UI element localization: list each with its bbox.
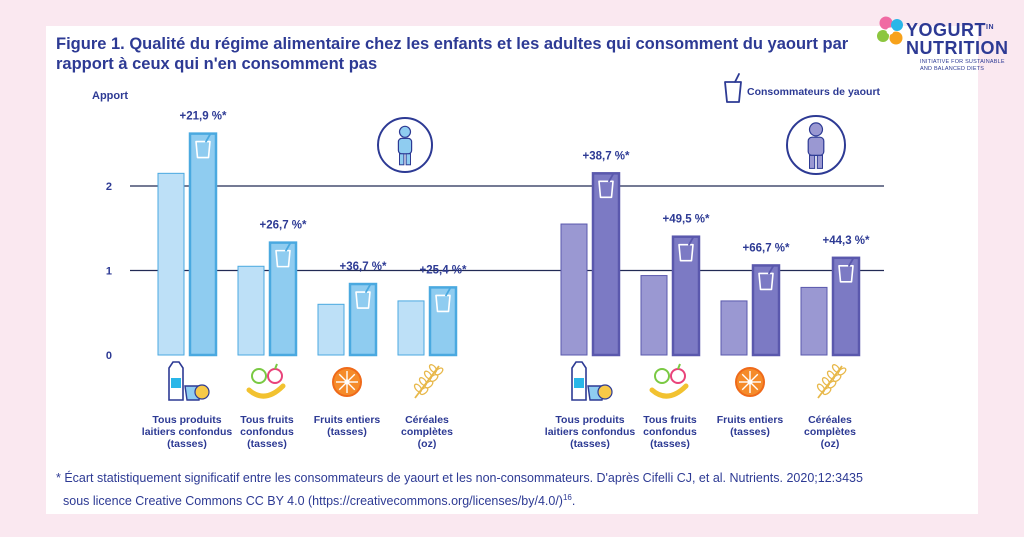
wheat-icon (816, 364, 847, 399)
bar-yogurt-consumer (188, 132, 218, 357)
dairy-icon (571, 361, 613, 401)
y-axis-label: Apport (92, 90, 128, 102)
category-label: (tasses) (167, 438, 207, 450)
yogurt-cup-icon (355, 284, 371, 309)
flower-logo-icon (877, 16, 903, 45)
wheat-icon (413, 364, 444, 399)
bar-yogurt-consumer (428, 286, 458, 357)
bar-yogurt-consumer (591, 172, 621, 357)
yogurt-cup-icon (435, 287, 451, 313)
category-label: Tous fruits (643, 414, 697, 426)
bar-non-consumer (237, 265, 265, 356)
bar-non-consumer (640, 275, 668, 356)
yogurt-cup-icon (195, 133, 211, 159)
category-label: Tous produits (555, 414, 624, 426)
yogurt-cup-icon (275, 242, 291, 268)
difference-label: +44,3 %* (823, 235, 871, 247)
category-label: Fruits entiers (314, 414, 381, 426)
child-icon (377, 117, 433, 173)
bar-yogurt-consumer (671, 235, 701, 357)
category-label: (oz) (821, 438, 840, 450)
bar-yogurt-consumer (831, 256, 861, 357)
legend: Consommateurs de yaourt (724, 73, 881, 103)
category-label: Céréales (808, 414, 852, 426)
figure-title: Figure 1. Qualité du régime alimentaire … (56, 35, 849, 73)
category-icons (168, 361, 847, 401)
logo-tagline-2: AND BALANCED DIETS (920, 66, 985, 72)
yogurt-cup-icon (598, 173, 614, 199)
bar-yogurt-consumer (751, 264, 781, 357)
category-label: complètes (804, 426, 856, 438)
orange-icon (332, 367, 362, 397)
category-label: (tasses) (730, 426, 770, 438)
category-label: confondus (240, 426, 294, 438)
category-label: laitiers confondus (545, 426, 636, 438)
bar-non-consumer (800, 286, 828, 356)
bar-non-consumer (397, 300, 425, 356)
difference-label: +38,7 %* (583, 150, 631, 162)
footnote: * Écart statistiquement significatif ent… (56, 468, 976, 511)
legend-label: Consommateurs de yaourt (747, 86, 881, 98)
category-label: (tasses) (570, 438, 610, 450)
difference-label: +25,4 %* (420, 264, 468, 276)
logo-brand-line1: YOGURT (906, 20, 987, 40)
y-tick-label: 1 (106, 266, 112, 278)
legend-yogurt-cup-icon (724, 73, 742, 103)
brand-logo: YOGURTIN NUTRITION INITIATIVE FOR SUSTAI… (872, 10, 1022, 90)
difference-label: +66,7 %* (743, 242, 791, 254)
category-label: confondus (643, 426, 697, 438)
category-label: Céréales (405, 414, 449, 426)
difference-labels: +21,9 %* +26,7 %* +36,7 %* +25,4 %* +38,7 %*… (180, 111, 871, 277)
yogurt-cup-icon (678, 236, 694, 262)
y-tick-label: 0 (106, 350, 112, 362)
gridlines (130, 185, 884, 272)
bars (157, 132, 861, 357)
difference-label: +36,7 %* (340, 261, 388, 273)
group-icons (377, 115, 846, 175)
difference-label: +21,9 %* (180, 111, 228, 123)
category-label: (tasses) (327, 426, 367, 438)
bar-yogurt-consumer (268, 241, 298, 357)
bar-non-consumer (157, 172, 185, 356)
bar-yogurt-consumer (348, 282, 378, 357)
dairy-icon (168, 361, 210, 401)
difference-label: +26,7 %* (260, 220, 308, 232)
fruits-icon (649, 363, 689, 399)
orange-icon (735, 367, 765, 397)
category-label: Tous produits (152, 414, 221, 426)
logo-tagline-1: INITIATIVE FOR SUSTAINABLE (920, 59, 1005, 65)
bar-non-consumer (560, 223, 588, 356)
y-tick-label: 2 (106, 181, 112, 193)
bar-non-consumer (720, 300, 748, 356)
difference-label: +49,5 %* (663, 214, 711, 226)
category-label: Fruits entiers (717, 414, 784, 426)
adult-icon (786, 115, 846, 175)
logo-brand-line2: NUTRITION (906, 38, 1009, 58)
category-label: laitiers confondus (142, 426, 233, 438)
yogurt-cup-icon (838, 257, 854, 283)
bar-non-consumer (317, 303, 345, 356)
category-label: (tasses) (247, 438, 287, 450)
footnote-end: . (571, 494, 576, 509)
footnote-line-2: sous licence Creative Commons CC BY 4.0 … (63, 494, 563, 509)
fruits-icon (246, 363, 286, 399)
category-label: complètes (401, 426, 453, 438)
category-label: (tasses) (650, 438, 690, 450)
footnote-line-1: * Écart statistiquement significatif ent… (56, 471, 863, 485)
category-label: (oz) (418, 438, 437, 450)
yogurt-cup-icon (758, 265, 774, 291)
y-axis-ticks: 0 1 2 (106, 181, 112, 362)
footnote-ref: 16 (562, 493, 572, 502)
category-label: Tous fruits (240, 414, 294, 426)
logo-brand-sup: IN (986, 24, 995, 31)
